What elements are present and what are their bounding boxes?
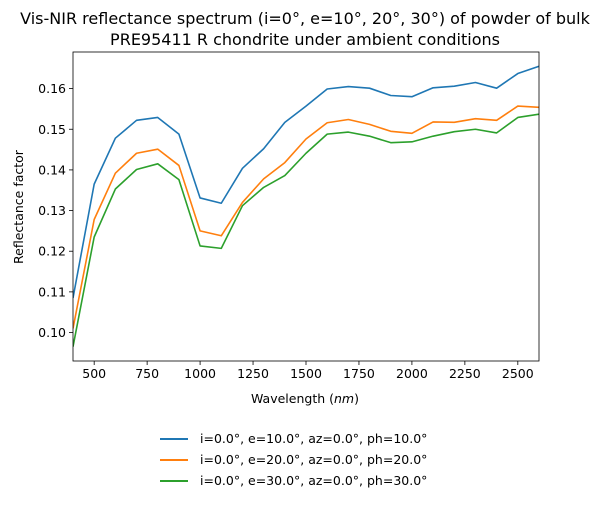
legend-label: i=0.0°, e=10.0°, az=0.0°, ph=10.0°: [200, 431, 428, 446]
series-line-2: [73, 105, 539, 329]
x-tick-label: 2250: [449, 366, 481, 381]
chart-title-line-2: PRE95411 R chondrite under ambient condi…: [110, 30, 500, 49]
y-tick-label: 0.13: [38, 203, 66, 218]
legend-label: i=0.0°, e=30.0°, az=0.0°, ph=30.0°: [200, 473, 428, 488]
chart-title-line-1: Vis-NIR reflectance spectrum (i=0°, e=10…: [20, 9, 590, 28]
x-tick-label: 1750: [343, 366, 375, 381]
legend-label: i=0.0°, e=20.0°, az=0.0°, ph=20.0°: [200, 452, 428, 467]
y-tick-label: 0.11: [38, 284, 66, 299]
plot-frame: [72, 51, 540, 362]
legend-item-1: i=0.0°, e=10.0°, az=0.0°, ph=10.0°: [154, 428, 466, 449]
series-line-1: [73, 65, 539, 299]
x-tick-label: 2500: [502, 366, 534, 381]
y-tick-label: 0.12: [38, 244, 66, 259]
legend-item-2: i=0.0°, e=20.0°, az=0.0°, ph=20.0°: [154, 449, 466, 470]
y-tick-label: 0.10: [38, 325, 66, 340]
y-axis-label: Reflectance factor: [11, 149, 26, 264]
x-axis-label: Wavelength (nm): [251, 391, 359, 406]
legend: i=0.0°, e=10.0°, az=0.0°, ph=10.0° i=0.0°…: [154, 428, 466, 498]
legend-swatch: [160, 479, 188, 482]
x-tick-label: 2000: [396, 366, 428, 381]
x-tick-label: 1000: [184, 366, 216, 381]
y-tick-label: 0.15: [38, 122, 66, 137]
x-tick-label: 750: [135, 366, 159, 381]
legend-item-3: i=0.0°, e=30.0°, az=0.0°, ph=30.0°: [154, 470, 466, 491]
x-tick-label: 1250: [237, 366, 269, 381]
legend-swatch: [160, 437, 188, 440]
series-line-3: [73, 113, 539, 347]
legend-swatch: [160, 458, 188, 461]
y-tick-label: 0.14: [38, 162, 66, 177]
x-tick-label: 500: [82, 366, 106, 381]
x-tick-label: 1500: [290, 366, 322, 381]
y-tick-label: 0.16: [38, 81, 66, 96]
